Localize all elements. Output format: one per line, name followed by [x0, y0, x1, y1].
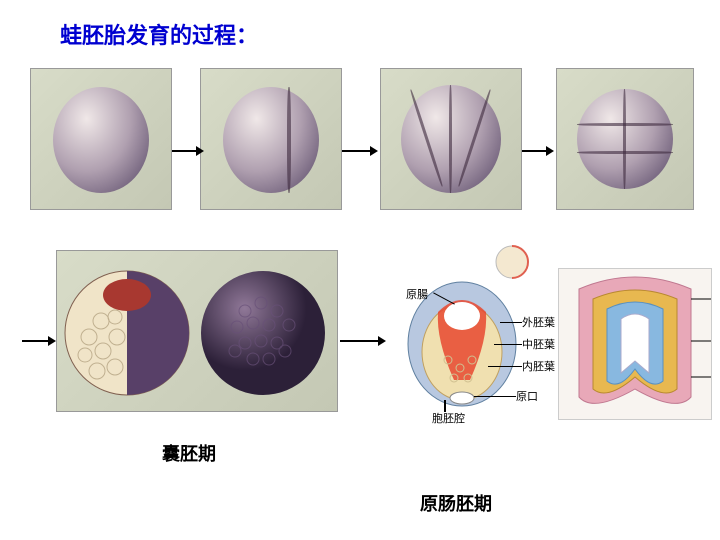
germ-layers-section: [558, 268, 712, 420]
arrow-to-gastrula: [340, 340, 378, 342]
gastrula-diagram: 原腸 外胚葉 中胚葉 内胚葉 原口 胞胚腔: [388, 240, 548, 422]
label-blastocoel: 胞胚腔: [432, 410, 465, 426]
label-mesoderm: 中胚葉: [522, 336, 555, 352]
label-gastrula-stage: 原肠胚期: [420, 490, 492, 516]
label-ectoderm: 外胚葉: [522, 314, 555, 330]
stage-4-cell: [380, 68, 522, 210]
label-blastula-stage: 囊胚期: [162, 440, 216, 466]
stage-1-cell: [30, 68, 172, 210]
arrow-1-2: [172, 150, 196, 152]
stage-8-cell: [556, 68, 694, 210]
label-blastopore: 原口: [516, 388, 538, 404]
arrow-to-blastula: [22, 340, 48, 342]
arrow-2-3: [342, 150, 370, 152]
label-endoderm: 内胚葉: [522, 358, 555, 374]
blastula-panel: [56, 250, 338, 412]
stage-2-cell: [200, 68, 342, 210]
page-title: 蛙胚胎发育的过程：: [60, 18, 258, 50]
arrow-3-4: [522, 150, 546, 152]
label-archenteron: 原腸: [406, 286, 428, 302]
